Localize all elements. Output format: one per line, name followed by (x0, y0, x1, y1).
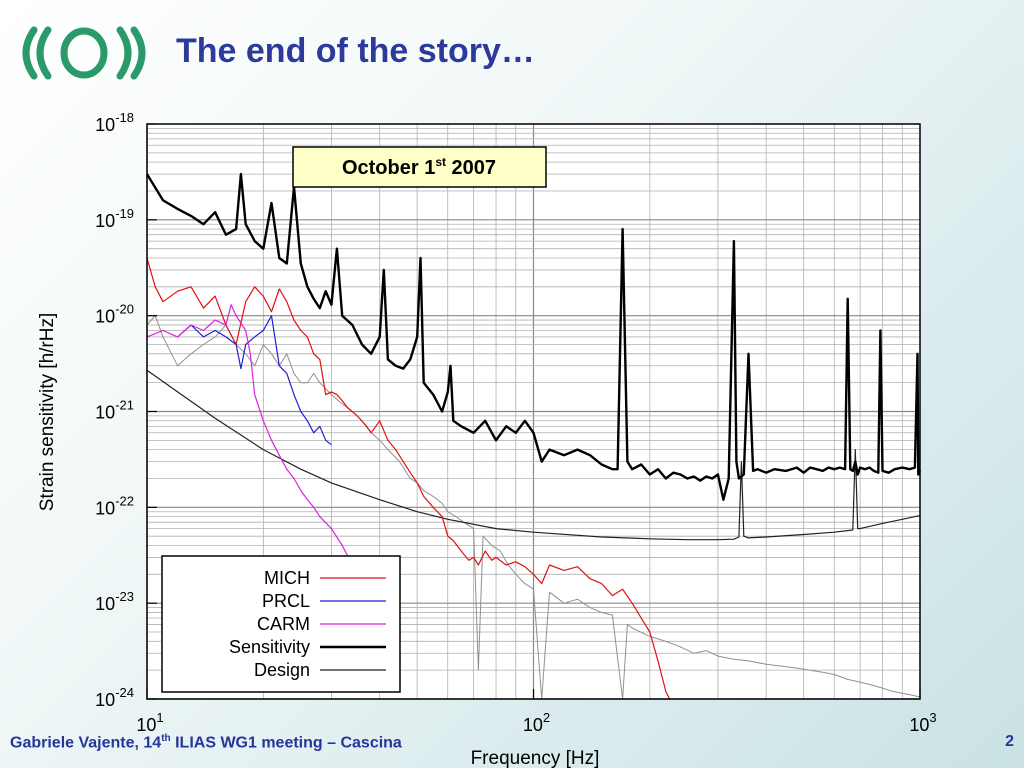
series-reference-line (146, 315, 921, 700)
svg-text:October 1st 2007: October 1st 2007 (342, 155, 496, 179)
annotation-year: 2007 (446, 157, 496, 179)
y-tick-label: 10-22 (95, 493, 134, 518)
legend-label-prcl: PRCL (262, 591, 310, 611)
annotation-text: October 1 (342, 157, 435, 179)
slide-title: The end of the story… (176, 32, 535, 70)
annotation-box: October 1st 2007 (292, 146, 547, 188)
y-tick-label: 10-21 (95, 398, 134, 423)
y-axis-label: Strain sensitivity [h/rHz] (37, 313, 58, 512)
footer-text: Gabriele Vajente, 14th ILIAS WG1 meeting… (10, 733, 402, 752)
y-tick-label: 10-24 (95, 685, 134, 710)
y-tick-label: 10-18 (95, 110, 134, 135)
page-number: 2 (1005, 733, 1014, 750)
footer-meeting: ILIAS WG1 meeting – Cascina (170, 734, 402, 752)
annotation-sup: st (435, 155, 446, 169)
x-tick-label: 102 (523, 710, 550, 735)
footer-sup: th (161, 733, 171, 744)
series-prcl-line (177, 315, 332, 446)
y-tick-label: 10-23 (95, 589, 134, 614)
x-axis-label: Frequency [Hz] (471, 748, 600, 768)
virgo-logo-icon (22, 26, 146, 80)
legend-label-mich: MICH (264, 568, 310, 588)
legend-label-sensitivity: Sensitivity (229, 637, 310, 657)
series-mich-line (146, 257, 671, 700)
legend-label-carm: CARM (257, 614, 310, 634)
y-tick-label: 10-20 (95, 302, 134, 327)
legend-label-design: Design (254, 660, 310, 680)
legend: MICH PRCL CARM Sensitivity Design (161, 555, 401, 693)
x-tick-label: 101 (136, 710, 163, 735)
footer-author: Gabriele Vajente, 14 (10, 734, 162, 752)
series-sensitivity-line (145, 172, 922, 501)
x-tick-label: 103 (909, 710, 936, 735)
y-tick-label: 10-19 (95, 206, 134, 231)
